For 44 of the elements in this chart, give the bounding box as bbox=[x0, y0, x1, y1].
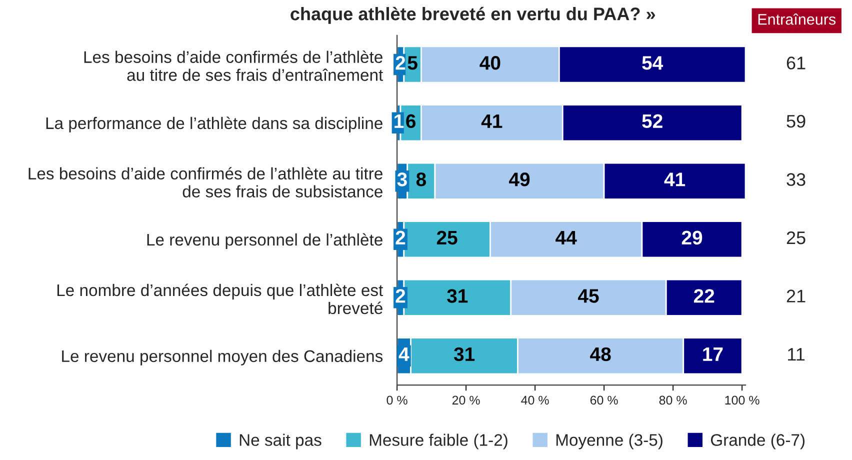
data-label: 48 bbox=[590, 347, 611, 362]
legend-label: Ne sait pas bbox=[240, 434, 322, 450]
data-label: 41 bbox=[664, 172, 686, 186]
x-tick-label: 100 % bbox=[725, 396, 760, 405]
x-tick-label: 40 % bbox=[521, 396, 549, 405]
data-label: 4 bbox=[398, 348, 410, 361]
data-label: 49 bbox=[508, 172, 530, 186]
data-label: 17 bbox=[703, 348, 723, 361]
y-tick-label: Les besoins d’aide confirmés de l’athlète au titre de ses frais d’entraînement bbox=[84, 50, 384, 81]
text: Entraîneurs bbox=[758, 14, 836, 25]
data-label: 29 bbox=[682, 230, 702, 245]
text: 21 bbox=[786, 290, 806, 302]
data-label: 54 bbox=[642, 56, 664, 70]
y-tick-label: Les besoins d’aide confirmés de l’athlète au titre de ses frais de subsistance bbox=[28, 167, 382, 198]
data-label: 22 bbox=[694, 289, 714, 303]
y-tick-label: Le nombre d’années depuis que l’athlète est breveté bbox=[57, 284, 384, 314]
data-label: 31 bbox=[454, 347, 475, 362]
data-label: 44 bbox=[556, 231, 577, 244]
y-tick-label: Le revenu personnel moyen des Canadiens bbox=[62, 350, 383, 366]
y-tick-label: Le revenu personnel de l’athlète bbox=[147, 233, 382, 249]
legend-label: Grande (6-7) bbox=[710, 434, 805, 450]
data-label: 5 bbox=[408, 56, 418, 70]
legend-label: Moyenne (3-5) bbox=[556, 434, 662, 450]
text: 11 bbox=[788, 348, 805, 361]
data-label: 3 bbox=[397, 172, 407, 186]
legend-label: Mesure faible (1-2) bbox=[370, 434, 508, 450]
data-label: 40 bbox=[480, 56, 500, 70]
data-label: 31 bbox=[447, 289, 468, 303]
data-label: 8 bbox=[416, 172, 426, 186]
text: 33 bbox=[786, 173, 806, 186]
text: 25 bbox=[786, 231, 806, 244]
x-tick-label: 60 % bbox=[590, 396, 618, 405]
chart-title: chaque athlète breveté en vertu du PAA? » bbox=[290, 6, 656, 24]
data-label: 6 bbox=[406, 114, 416, 128]
data-label: 25 bbox=[436, 230, 458, 245]
data-label: 41 bbox=[481, 114, 502, 128]
data-label: 52 bbox=[642, 114, 662, 128]
text: 61 bbox=[786, 56, 806, 70]
x-tick-label: 0 % bbox=[386, 396, 408, 405]
x-tick-label: 20 % bbox=[452, 396, 480, 405]
y-tick-label: La performance de l’athlète dans sa discipline bbox=[46, 116, 382, 132]
x-tick-label: 80 % bbox=[659, 396, 687, 405]
data-label: 45 bbox=[578, 289, 599, 303]
text: 59 bbox=[786, 114, 806, 128]
